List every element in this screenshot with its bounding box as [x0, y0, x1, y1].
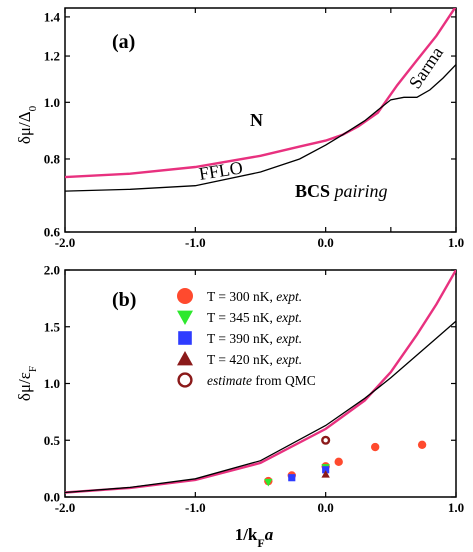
y-tick-label-a: 1.4	[44, 9, 61, 24]
data-point	[334, 457, 343, 467]
region-label-n: N	[250, 110, 263, 130]
black-curve-b	[65, 320, 456, 494]
y-axis-label-a: δμ/Δ0	[15, 105, 39, 144]
legend-label: T = 300 nK, expt.	[207, 289, 302, 304]
legend-marker	[177, 372, 193, 388]
data-point	[288, 474, 296, 482]
panel-label-a: (a)	[112, 31, 135, 53]
region-label-bcs: BCS pairing	[295, 181, 388, 201]
x-tick-label-a: 1.0	[448, 235, 464, 250]
x-tick-label-b: -1.0	[185, 500, 206, 515]
legend-label: estimate from QMC	[207, 373, 316, 388]
legend-marker	[177, 351, 193, 366]
y-axis-label-b: δμ/εF	[15, 366, 39, 401]
legend-marker	[178, 331, 192, 345]
region-label-fflo: FFLO	[197, 157, 244, 184]
legend-label: T = 390 nK, expt.	[207, 331, 302, 346]
data-point	[370, 442, 380, 452]
legend-label: T = 420 nK, expt.	[207, 352, 302, 367]
data-point	[264, 478, 273, 487]
y-tick-label-b: 2.0	[44, 263, 60, 278]
pink-curve-b	[65, 270, 456, 494]
x-tick-label-a: -2.0	[55, 235, 76, 250]
y-tick-label-b: 1.5	[44, 319, 61, 334]
y-tick-label-b: 1.0	[44, 376, 60, 391]
y-tick-label-b: 0.5	[44, 433, 61, 448]
panel-a: -2.0 -1.0 0.0 1.0 0.6 0.8 1.0 1.2 1.4 δμ/Δ0 (a) N FF…	[15, 7, 464, 250]
legend-marker	[177, 288, 193, 304]
x-tick-label-a: 0.0	[318, 235, 334, 250]
x-axis-label-b: 1/kFa	[235, 525, 274, 550]
y-tick-label-a: 1.0	[44, 95, 60, 110]
legend-marker	[177, 310, 193, 325]
data-point	[417, 440, 427, 449]
legend-label: T = 345 nK, expt.	[207, 310, 302, 325]
y-tick-label-b: 0.0	[44, 490, 60, 505]
x-tick-label-b: 0.0	[318, 500, 334, 515]
panel-label-b: (b)	[112, 289, 136, 311]
y-tick-label-a: 0.8	[44, 151, 61, 166]
plot-frame-a	[64, 7, 457, 233]
x-tick-label-a: -1.0	[185, 235, 206, 250]
data-point	[321, 435, 331, 445]
data-point	[322, 466, 330, 474]
data-point	[321, 470, 330, 478]
y-tick-label-a: 0.6	[44, 225, 61, 240]
panel-b: -2.0 -1.0 0.0 1.0 0.0 0.5 1.0 1.5 2.0 δμ/εF 1/kFa (…	[15, 263, 464, 551]
x-tick-label-b: 1.0	[448, 500, 464, 515]
y-tick-label-a: 1.2	[44, 49, 60, 64]
x-tick-label-b: -2.0	[55, 500, 76, 515]
black-curve-a	[65, 64, 456, 192]
